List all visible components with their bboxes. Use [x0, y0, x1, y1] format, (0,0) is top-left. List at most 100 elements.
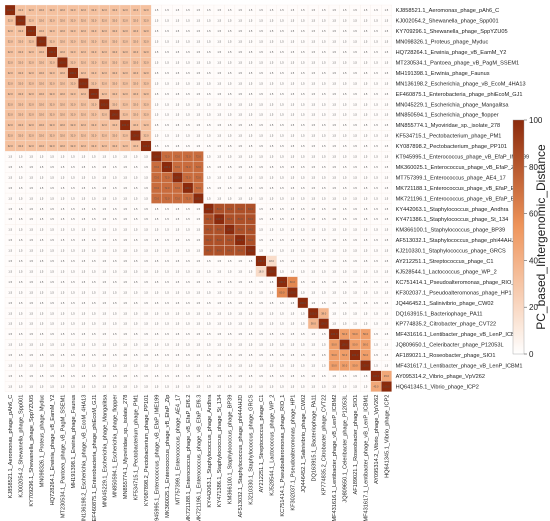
cell-value-label: 1.5 [228, 40, 232, 44]
cell-value-label: 100.0 [289, 290, 296, 294]
cell-value-label: 1.5 [186, 134, 190, 138]
cell-value-label: 1.5 [134, 301, 138, 305]
cell-value-label: 1.5 [176, 134, 180, 138]
column-label: KM366100.1_Staphylococcus_phage_BP39 [228, 395, 234, 504]
cell-value-label: 1.5 [144, 280, 148, 284]
cell-value-label: 1.5 [134, 249, 138, 253]
cell-value-label: 1.5 [228, 290, 232, 294]
cell-value-label: 1.5 [82, 249, 86, 253]
cell-value-label: 1.5 [176, 92, 180, 96]
cell-value-label: 1.5 [102, 196, 106, 200]
row-label: AY212251.1_Streptococcus_phage_C1 [396, 259, 494, 265]
cell-value-label: 32.0 [29, 144, 35, 148]
cell-value-label: 1.5 [353, 259, 357, 263]
cell-value-label: 1.5 [123, 343, 127, 347]
cell-value-label: 1.5 [228, 29, 232, 33]
cell-value-label: 1.5 [113, 165, 117, 169]
cell-value-label: 1.5 [270, 92, 274, 96]
cell-value-label: 1.5 [40, 332, 44, 336]
cell-value-label: 1.5 [144, 269, 148, 273]
cell-value-label: 1.5 [322, 165, 326, 169]
cell-value-label: 1.5 [134, 332, 138, 336]
cell-value-label: 1.5 [92, 374, 96, 378]
cell-value-label: 1.5 [176, 19, 180, 23]
cell-value-label: 32.0 [112, 102, 118, 106]
cell-value-label: 32.0 [8, 29, 14, 33]
cell-value-label: 1.5 [259, 81, 263, 85]
cell-value-label: 32.0 [60, 8, 66, 12]
cell-value-label: 1.5 [259, 353, 263, 357]
cell-value-label: 1.5 [165, 92, 169, 96]
cell-value-label: 1.5 [332, 269, 336, 273]
column-label: MN098326.1_Proteus_phage_Myduc [40, 394, 46, 487]
cell-value-label: 1.5 [291, 322, 295, 326]
cell-value-label: 1.5 [61, 353, 65, 357]
row-label: KY709296.1_Shewanella_phage_SppYZU05 [396, 29, 508, 35]
cell-value-label: 1.5 [123, 186, 127, 190]
cell-value-label: 32.0 [29, 8, 35, 12]
cell-value-label: 1.5 [311, 217, 315, 221]
cell-value-label: 1.5 [249, 102, 253, 106]
cell-value-label: 1.5 [364, 207, 368, 211]
colorbar-tick-label: 20 [529, 303, 538, 312]
cell-value-label: 1.5 [123, 374, 127, 378]
cell-value-label: 32.0 [39, 71, 45, 75]
cell-value-label: 1.5 [301, 322, 305, 326]
cell-value-label: 1.5 [40, 343, 44, 347]
cell-value-label: 32.0 [81, 134, 87, 138]
cell-value-label: 1.5 [61, 343, 65, 347]
cell-value-label: 1.5 [144, 259, 148, 263]
cell-value-label: 1.5 [29, 280, 33, 284]
cell-value-label: 1.5 [102, 155, 106, 159]
cell-value-label: 1.5 [311, 364, 315, 368]
cell-value-label: 1.5 [364, 123, 368, 127]
cell-value-label: 1.5 [228, 144, 232, 148]
cell-value-label: 1.5 [8, 259, 12, 263]
cell-value-label: 100.0 [59, 60, 66, 64]
cell-value-label: 1.5 [259, 19, 263, 23]
cell-value-label: 1.5 [8, 196, 12, 200]
cell-value-label: 1.5 [374, 8, 378, 12]
cell-value-label: 1.5 [385, 228, 389, 232]
cell-value-label: 1.5 [343, 29, 347, 33]
cell-value-label: 32.0 [8, 102, 14, 106]
cell-value-label: 1.5 [71, 196, 75, 200]
cell-value-label: 1.5 [374, 175, 378, 179]
cell-value-label: 1.5 [343, 301, 347, 305]
cell-value-label: 1.5 [301, 102, 305, 106]
cell-value-label: 1.5 [280, 123, 284, 127]
cell-value-label: 1.5 [259, 322, 263, 326]
cell-value-label: 1.5 [332, 207, 336, 211]
cell-value-label: 1.5 [291, 238, 295, 242]
cell-value-label: 1.5 [29, 186, 33, 190]
row-label: MF431616.1_Lentibacter_phage_vB_LenP_ICB… [396, 332, 523, 338]
cell-value-label: 1.5 [19, 332, 23, 336]
cell-value-label: 1.5 [291, 113, 295, 117]
cell-value-label: 1.5 [270, 50, 274, 54]
cell-value-label: 1.5 [374, 102, 378, 106]
cell-value-label: 1.5 [40, 364, 44, 368]
column-label: KJ210330.1_Staphylococcus_phage_GRCS [249, 394, 255, 504]
cell-value-label: 32.0 [29, 102, 35, 106]
cell-value-label: 1.5 [102, 301, 106, 305]
row-label: KC751414.1_Pseudoalteromonas_phage_RIO_1 [396, 280, 518, 286]
cell-value-label: 1.5 [280, 301, 284, 305]
cell-value-label: 1.5 [71, 175, 75, 179]
cell-value-label: 1.5 [353, 311, 357, 315]
cell-value-label: 1.5 [40, 186, 44, 190]
cell-value-label: 1.5 [343, 71, 347, 75]
cell-value-label: 1.5 [186, 71, 190, 75]
cell-value-label: 1.5 [61, 175, 65, 179]
cell-value-label: 100.0 [38, 40, 45, 44]
cell-value-label: 1.5 [322, 71, 326, 75]
row-label: KJ210330.1_Staphylococcus_phage_GRCS [396, 249, 506, 255]
cell-value-label: 1.5 [102, 322, 106, 326]
cell-value-label: 1.5 [280, 19, 284, 23]
cell-value-label: 1.5 [197, 228, 201, 232]
cell-value-label: 1.5 [343, 384, 347, 388]
cell-value-label: 1.5 [332, 144, 336, 148]
cell-value-label: 1.5 [50, 301, 54, 305]
cell-value-label: 1.5 [228, 8, 232, 12]
cell-value-label: 1.5 [364, 280, 368, 284]
cell-value-label: 1.5 [144, 196, 148, 200]
